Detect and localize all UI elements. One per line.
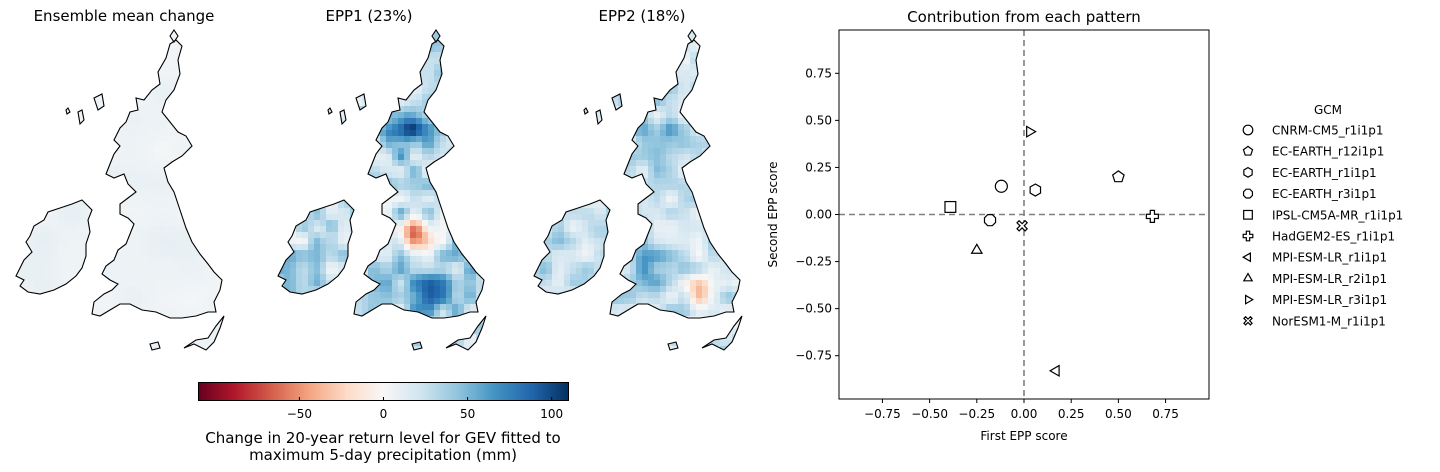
data-point-ec-earth-r1i1p1 [1029,183,1042,197]
x-tick-label: −0.75 [864,407,901,421]
legend-marker [1242,230,1254,242]
scatter-chart: Contribution from each pattern −0.75 −0.50… [766,8,1403,443]
legend-marker [1243,315,1253,326]
legend-entry: CNRM-CM5_r1i1p1 [1272,124,1384,138]
legend-marker [1242,272,1254,282]
data-point-hadgem2-es-r1i1p1 [1145,209,1159,223]
colorbar-tick-label: 50 [459,407,476,421]
legend-entry: EC-EARTH_r1i1p1 [1272,166,1377,180]
legend-marker [1242,188,1254,199]
x-tick-label: 0.75 [1152,407,1179,421]
data-point-noresm1-m-r1i1p1 [1016,219,1029,232]
colorbar-label-line1: Change in 20-year return level for GEV f… [205,429,561,447]
y-tick-label: 0.75 [805,66,832,80]
scatter-title: Contribution from each pattern [907,8,1141,26]
x-tick-label: 0.00 [1011,407,1038,421]
legend-entry: HadGEM2-ES_r1i1p1 [1272,230,1395,244]
legend-marker [1243,209,1253,220]
colorbar-tick-label: 100 [540,407,564,421]
y-tick-label: 0.00 [805,208,832,222]
map-epp2 [533,29,743,351]
map-epp1 [277,29,487,351]
data-point-ec-earth-r3i1p1 [983,214,997,227]
legend-entry: MPI-ESM-LR_r2i1p1 [1272,272,1387,286]
y-tick-label: −0.50 [795,302,832,316]
y-tick-label: 0.25 [805,160,832,174]
data-point-ec-earth-r12i1p1 [1111,170,1125,183]
legend-marker [1242,252,1252,263]
legend-marker [1242,124,1254,136]
map-title-epp2: EPP2 (18%) [598,7,686,25]
data-point-mpi-esm-lr-r2i1p1 [970,243,984,254]
legend-marker [1244,294,1254,305]
colorbar-tick-label: 0 [379,407,388,421]
data-point-cnrm-cm5-r1i1p1 [994,179,1008,193]
x-tick-label: 0.25 [1058,407,1085,421]
map-title-epp1: EPP1 (23%) [325,7,413,25]
x-axis-label: First EPP score [980,429,1067,443]
map-ensemble-mean [15,29,225,351]
legend-marker [1242,145,1254,156]
data-point-mpi-esm-lr-r3i1p1 [1026,125,1037,138]
legend-entry: EC-EARTH_r12i1p1 [1272,145,1384,159]
legend-entry: MPI-ESM-LR_r3i1p1 [1272,293,1387,307]
y-tick-label: −0.75 [795,349,832,363]
legend-title: GCM [1314,103,1342,117]
x-tick-label: 0.50 [1105,407,1132,421]
y-axis-label: Second EPP score [766,161,780,267]
y-tick-label: −0.25 [795,255,832,269]
x-tick-label: −0.25 [958,407,995,421]
legend-entry: NorESM1-M_r1i1p1 [1272,314,1386,328]
legend-entry: MPI-ESM-LR_r1i1p1 [1272,251,1387,265]
x-tick-label: −0.50 [911,407,948,421]
colorbar-tick-label: −50 [286,407,313,421]
colorbar [198,382,569,401]
legend-marker [1243,166,1253,178]
map-title-mean: Ensemble mean change [33,7,215,25]
y-tick-label: 0.50 [805,113,832,127]
data-point-mpi-esm-lr-r1i1p1 [1048,364,1060,377]
legend-entry: EC-EARTH_r3i1p1 [1272,187,1377,201]
legend-entry: IPSL-CM5A-MR_r1i1p1 [1272,208,1403,222]
data-point-ipsl-cm5a-mr-r1i1p1 [944,200,957,213]
colorbar-label-line2: maximum 5-day precipitation (mm) [249,446,517,464]
